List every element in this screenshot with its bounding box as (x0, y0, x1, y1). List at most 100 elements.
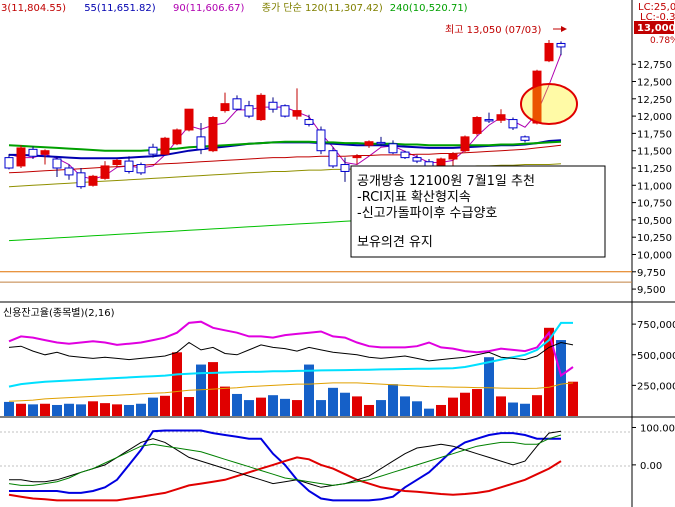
current-change: 0.78% (650, 36, 675, 46)
volume-bar-26 (316, 400, 326, 416)
candle-body-8 (100, 165, 110, 179)
right-top-label: LC:25,00 (638, 2, 675, 13)
price-tick-label-4: 11,750 (637, 129, 672, 140)
candle-body-39 (472, 116, 482, 134)
ma-legend-2: 90(11,606.67) (173, 3, 245, 14)
candle-body-42 (508, 119, 518, 129)
volume-line-orange (8, 382, 574, 402)
volume-bar-38 (460, 392, 470, 416)
candle-body-20 (244, 105, 254, 117)
volume-bar-33 (400, 396, 410, 416)
candle-body-1 (16, 147, 26, 167)
volume-bar-31 (376, 400, 386, 416)
candle-body-7 (88, 175, 98, 186)
candle-body-0 (4, 157, 14, 169)
price-tick-label-12: 9,750 (637, 268, 666, 279)
volume-bar-40 (484, 357, 494, 416)
volume-bar-32 (388, 384, 398, 416)
volume-bar-14 (172, 352, 182, 416)
volume-bar-12 (148, 397, 158, 416)
annotation-line-2: -RCI지표 확산형지속 (357, 190, 471, 205)
osc-tick-label-1: 0.00 (640, 461, 662, 472)
ma-legend-4: 240(10,520.71) (390, 3, 468, 14)
volume-bar-29 (352, 396, 362, 416)
annotation-line-1: 공개방송 12100원 7월1일 추천 (357, 174, 535, 189)
price-tick-label-6: 11,250 (637, 164, 672, 175)
candle-body-13 (160, 137, 170, 155)
price-candles (4, 40, 566, 189)
volume-bar-5 (64, 403, 74, 416)
candle-body-3 (40, 150, 50, 155)
price-tick-label-2: 12,250 (637, 95, 672, 106)
volume-panel-label: 신용잔고율(종목별)(2,16) (3, 307, 115, 319)
candle-body-38 (460, 136, 470, 152)
candle-body-14 (172, 129, 182, 145)
price-tick-label-5: 11,500 (637, 147, 672, 158)
candle-body-34 (412, 157, 422, 162)
volume-bar-13 (160, 395, 170, 416)
volume-bar-46 (556, 340, 566, 416)
ma-legend-1: 55(11,651.82) (84, 3, 156, 14)
candle-body-30 (364, 141, 374, 146)
price-tick-label-11: 10,000 (637, 250, 672, 261)
candle-body-32 (388, 143, 398, 154)
candle-body-2 (28, 148, 38, 157)
osc-line-red (8, 456, 562, 502)
volume-bar-34 (412, 401, 422, 416)
annotation-line-3: -신고가돌파이후 수급양호 (357, 206, 497, 221)
price-hlines (0, 271, 632, 283)
osc-line-green (8, 434, 562, 486)
candle-body-12 (148, 146, 158, 155)
price-tick-label-7: 11,000 (637, 181, 672, 192)
candle-body-41 (496, 114, 506, 121)
candle-body-9 (112, 159, 122, 166)
candle-body-17 (208, 116, 218, 152)
osc-line-blue (9, 429, 561, 502)
volume-bar-6 (76, 404, 86, 416)
candle-body-25 (304, 119, 314, 125)
volume-bar-0 (4, 401, 14, 416)
candle-body-4 (52, 158, 62, 169)
volume-bar-9 (112, 404, 122, 416)
price-y-ticks: 12,750 12,500 12,250 12,000 11,750 11,500 11,2… (632, 60, 672, 296)
volume-tick-label-0: 750,000 (637, 320, 675, 331)
volume-bar-43 (520, 403, 530, 416)
candle-body-40 (484, 119, 494, 122)
volume-bar-1 (16, 403, 26, 416)
candle-body-23 (280, 105, 290, 117)
candle-body-31 (376, 141, 386, 145)
ma-legend: 3(11,804.55) 55(11,651.82) 90(11,606.67) 종가… (1, 2, 468, 14)
candle-body-28 (340, 164, 350, 172)
volume-bar-47 (568, 381, 578, 416)
price-tick-label-13: 9,500 (637, 285, 666, 296)
right-mid-label: LC:-0.36 (640, 12, 675, 23)
current-price-badge (634, 21, 674, 34)
price-tick-label-8: 10,750 (637, 199, 672, 210)
candle-body-21 (256, 94, 266, 121)
candle-body-10 (124, 160, 134, 172)
volume-bar-10 (124, 404, 134, 416)
volume-bar-16 (196, 364, 206, 416)
candle-body-43 (520, 136, 530, 141)
price-tick-label-10: 10,250 (637, 233, 672, 244)
volume-bar-20 (244, 400, 254, 416)
candle-body-16 (196, 136, 206, 150)
osc-y-ticks: 100.00 0.00 (632, 423, 675, 472)
price-tick-label-3: 12,000 (637, 112, 672, 123)
volume-tick-label-1: 500,000 (637, 351, 675, 362)
volume-bar-28 (340, 392, 350, 416)
high-price-note: 최고 13,050 (07/03) (445, 24, 541, 36)
candle-body-15 (184, 108, 194, 131)
volume-bar-2 (28, 404, 38, 416)
candle-body-46 (556, 42, 566, 48)
price-tick-label-0: 12,750 (637, 60, 672, 71)
ma-legend-0: 3(11,804.55) (1, 3, 66, 14)
volume-bar-8 (100, 403, 110, 416)
price-tick-label-1: 12,500 (637, 78, 672, 89)
high-note-arrow (561, 26, 567, 32)
volume-bar-11 (136, 403, 146, 416)
oscillator-lines (8, 429, 562, 502)
candle-body-18 (220, 103, 230, 112)
volume-bar-41 (496, 396, 506, 416)
